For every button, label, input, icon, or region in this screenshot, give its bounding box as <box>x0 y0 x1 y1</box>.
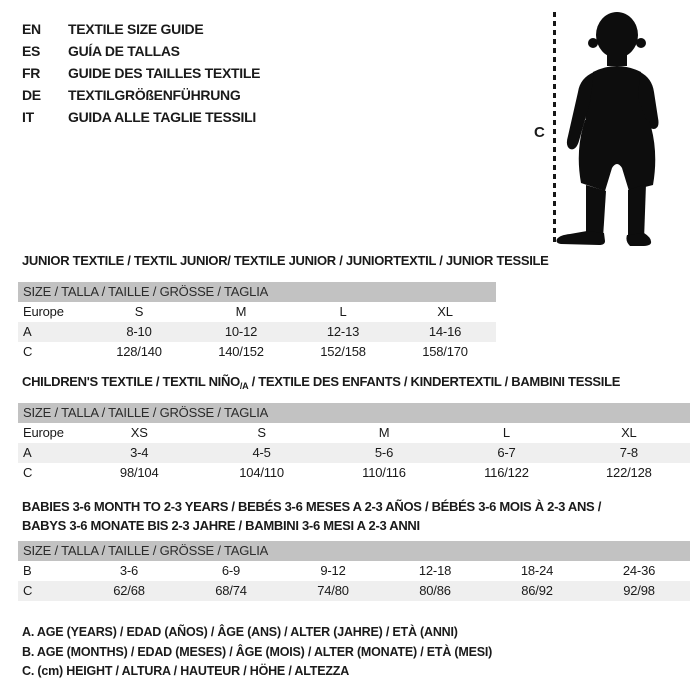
height-measure-label: C <box>534 124 545 141</box>
footnote-age-years: A. AGE (YEARS) / EDAD (AÑOS) / ÂGE (ANS)… <box>22 625 458 639</box>
footnote-legend: A. AGE (YEARS) / EDAD (AÑOS) / ÂGE (ANS)… <box>22 623 492 682</box>
table-cell: 140/152 <box>218 344 264 359</box>
language-code: ES <box>22 43 41 59</box>
column-header-row: Europe XS S M L XL <box>18 423 690 443</box>
guide-title-es: GUÍA DE TALLAS <box>68 43 180 59</box>
table-cell: 158/170 <box>422 344 468 359</box>
language-code: DE <box>22 87 41 103</box>
height-measure-dashed-line <box>553 12 556 243</box>
table-cell: 6-7 <box>497 445 516 460</box>
table-cell: 62/68 <box>113 583 145 598</box>
table-cell: 7-8 <box>619 445 638 460</box>
table-cell: 92/98 <box>623 583 655 598</box>
language-row-de: DE TEXTILGRÖßENFÜHRUNG <box>22 84 260 106</box>
footnote-age-months: B. AGE (MONTHS) / EDAD (MESES) / ÂGE (MO… <box>22 644 493 659</box>
junior-section-title: JUNIOR TEXTILE / TEXTIL JUNIOR/ TEXTILE … <box>22 253 549 268</box>
table-cell: 122/128 <box>606 465 652 480</box>
table-cell: 5-6 <box>374 445 394 460</box>
table-cell: 12-18 <box>418 563 452 578</box>
table-cell: 98/104 <box>119 465 159 480</box>
children-title-prefix: CHILDREN'S TEXTILE / TEXTIL NIÑO <box>22 374 240 389</box>
babies-title-line1: BABIES 3-6 MONTH TO 2-3 YEARS / BEBÉS 3-… <box>22 499 602 514</box>
column-header: S <box>134 304 144 319</box>
table-cell: 12-13 <box>326 324 360 339</box>
junior-size-table: SIZE / TALLA / TAILLE / GRÖSSE / TAGLIA … <box>18 282 496 362</box>
table-cell: 3-4 <box>130 445 149 460</box>
row-label: B <box>23 563 32 578</box>
footnote-height-cm: C. (cm) HEIGHT / ALTURA / HAUTEUR / HÖHE… <box>22 664 350 678</box>
column-header: XL <box>437 304 453 319</box>
table-cell: 6-9 <box>221 563 241 578</box>
table-cell: 14-16 <box>428 324 462 339</box>
toddler-silhouette-icon <box>556 12 659 246</box>
table-cell: 86/92 <box>521 583 553 598</box>
guide-title-de: TEXTILGRÖßENFÜHRUNG <box>68 87 241 103</box>
language-row-fr: FR GUIDE DES TAILLES TEXTILE <box>22 62 260 84</box>
table-cell: 104/110 <box>239 465 284 480</box>
table-row-age-years: A 8-10 10-12 12-13 14-16 <box>18 322 496 342</box>
region-label: Europe <box>23 425 64 440</box>
column-header: S <box>257 425 266 440</box>
column-header: L <box>339 304 347 319</box>
table-cell: 74/80 <box>317 583 349 598</box>
row-label: A <box>23 445 32 460</box>
language-row-en: EN TEXTILE SIZE GUIDE <box>22 18 260 40</box>
guide-title-en: TEXTILE SIZE GUIDE <box>68 21 204 37</box>
table-cell: 4-5 <box>252 445 271 460</box>
table-cell: 80/86 <box>419 583 451 598</box>
column-header: XL <box>621 425 637 440</box>
row-label: A <box>23 324 32 339</box>
babies-title-line2: BABYS 3-6 MONATE BIS 2-3 JAHRE / BAMBINI… <box>22 518 420 533</box>
language-title-list: EN TEXTILE SIZE GUIDE ES GUÍA DE TALLAS … <box>22 18 260 128</box>
language-code: FR <box>22 65 41 81</box>
row-label: C <box>23 583 33 598</box>
table-cell: 24-36 <box>622 563 656 578</box>
column-header-row: Europe S M L XL <box>18 302 496 322</box>
language-code: IT <box>22 109 34 125</box>
table-cell: 18-24 <box>520 563 554 578</box>
language-row-es: ES GUÍA DE TALLAS <box>22 40 260 62</box>
column-header: M <box>378 425 390 440</box>
row-label: C <box>23 344 33 359</box>
table-cell: 110/116 <box>362 465 406 480</box>
language-code: EN <box>22 21 41 37</box>
table-cell: 116/122 <box>484 465 529 480</box>
children-title-subscript: /A <box>239 381 249 391</box>
children-title-suffix: / TEXTILE DES ENFANTS / KINDERTEXTIL / B… <box>248 374 621 389</box>
table-row-age-years: A 3-4 4-5 5-6 6-7 7-8 <box>18 443 690 463</box>
table-cell: 9-12 <box>320 563 346 578</box>
size-header-row: SIZE / TALLA / TAILLE / GRÖSSE / TAGLIA <box>18 403 690 423</box>
column-header: L <box>502 425 510 440</box>
children-size-table: SIZE / TALLA / TAILLE / GRÖSSE / TAGLIA … <box>18 403 690 483</box>
column-header: M <box>235 304 247 319</box>
size-header-row: SIZE / TALLA / TAILLE / GRÖSSE / TAGLIA <box>18 541 690 561</box>
guide-title-it: GUIDA ALLE TAGLIE TESSILI <box>68 109 256 125</box>
table-cell: 8-10 <box>126 324 152 339</box>
children-section-title: CHILDREN'S TEXTILE / TEXTIL NIÑO/A / TEX… <box>22 374 620 394</box>
table-row-height-cm: C 128/140 140/152 152/158 158/170 <box>18 342 496 362</box>
table-cell: 68/74 <box>215 583 247 598</box>
language-row-it: IT GUIDA ALLE TAGLIE TESSILI <box>22 106 260 128</box>
table-row-height-cm: C 98/104 104/110 110/116 116/122 122/128 <box>18 463 690 483</box>
table-row-height-cm: C 62/68 68/74 74/80 80/86 86/92 92/98 <box>18 581 690 601</box>
table-cell: 152/158 <box>320 344 366 359</box>
guide-title-fr: GUIDE DES TAILLES TEXTILE <box>68 65 261 81</box>
size-header-row: SIZE / TALLA / TAILLE / GRÖSSE / TAGLIA <box>18 282 496 302</box>
babies-section-title: BABIES 3-6 MONTH TO 2-3 YEARS / BEBÉS 3-… <box>22 497 601 535</box>
table-cell: 128/140 <box>116 344 162 359</box>
babies-size-table: SIZE / TALLA / TAILLE / GRÖSSE / TAGLIA … <box>18 541 690 601</box>
table-row-age-months: B 3-6 6-9 9-12 12-18 18-24 24-36 <box>18 561 690 581</box>
region-label: Europe <box>23 304 64 319</box>
table-cell: 3-6 <box>119 563 139 578</box>
column-header: XS <box>130 425 148 440</box>
table-cell: 10-12 <box>224 324 258 339</box>
row-label: C <box>23 465 33 480</box>
